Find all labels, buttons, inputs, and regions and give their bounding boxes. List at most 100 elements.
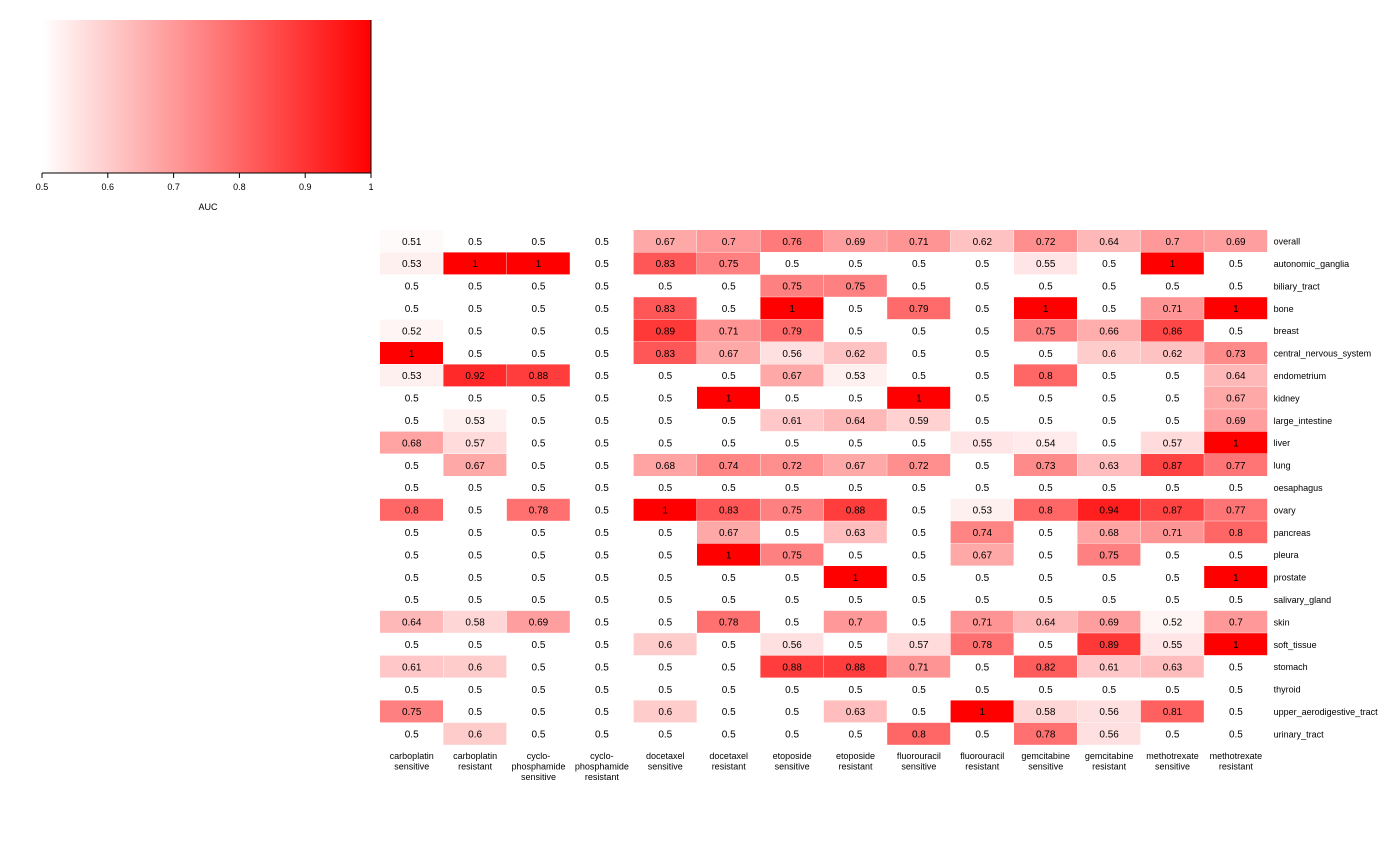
cell-value-label: 0.78 (1036, 730, 1056, 741)
heatmap-cell (506, 431, 570, 454)
heatmap-cell (443, 678, 507, 700)
cell-value-label: 1 (409, 349, 415, 360)
cell-value-label: 0.64 (846, 416, 866, 427)
cell-value-label: 0.5 (912, 573, 926, 584)
heatmap-cell (760, 364, 824, 387)
heatmap-cell (1140, 588, 1204, 611)
cell-value-label: 0.7 (722, 237, 736, 248)
heatmap-cell (1077, 297, 1141, 320)
cell-value-label: 0.5 (468, 394, 482, 405)
column-label-line: gemcitabine (1085, 751, 1134, 761)
row-label: thyroid (1274, 685, 1301, 695)
cell-value-label: 0.5 (912, 685, 926, 696)
cell-value-label: 0.5 (532, 349, 546, 360)
heatmap-cell (1204, 722, 1268, 745)
cell-value-label: 0.8 (1229, 528, 1243, 539)
cell-value-label: 0.5 (532, 550, 546, 561)
cell-value-label: 0.5 (405, 483, 419, 494)
cell-value-label: 0.5 (658, 416, 672, 427)
heatmap-cell (1014, 230, 1077, 252)
heatmap-cell (1140, 342, 1204, 364)
heatmap-cell (633, 588, 697, 611)
heatmap-cell (950, 431, 1014, 454)
cell-value-label: 0.62 (846, 349, 866, 360)
column-label-line: resistant (965, 762, 1000, 772)
cell-value-label: 0.5 (1166, 685, 1180, 696)
heatmap-cell (823, 700, 887, 723)
heatmap-cell (1014, 409, 1077, 432)
cell-value-label: 0.6 (1102, 349, 1116, 360)
heatmap-cell (950, 297, 1014, 320)
heatmap-cell (823, 230, 887, 252)
cell-value-label: 0.5 (405, 282, 419, 293)
cell-value-label: 0.5 (785, 595, 799, 606)
heatmap-cell (823, 476, 887, 499)
cell-value-label: 0.5 (1102, 394, 1116, 405)
cell-value-label: 0.5 (658, 528, 672, 539)
heatmap-cell (1140, 633, 1204, 656)
heatmap-cell (760, 431, 824, 454)
cell-value-label: 0.5 (722, 685, 736, 696)
cell-value-label: 0.58 (1036, 707, 1056, 718)
heatmap-cell (887, 610, 951, 633)
cell-value-label: 0.5 (532, 707, 546, 718)
heatmap-cell (697, 521, 760, 544)
heatmap-cell (633, 476, 697, 499)
heatmap-cell (1077, 700, 1141, 723)
heatmap-cell (950, 252, 1014, 275)
column-label: cyclo-phosphamide sensitive (511, 751, 565, 782)
cell-value-label: 0.5 (595, 685, 609, 696)
heatmap-cell (1077, 655, 1141, 678)
heatmap-cell (1140, 722, 1204, 745)
heatmap-cell (633, 386, 697, 409)
cell-value-label: 0.5 (849, 730, 863, 741)
heatmap-cell (633, 409, 697, 432)
cell-value-label: 0.5 (1166, 550, 1180, 561)
heatmap-cell (570, 722, 634, 745)
cell-value-label: 0.67 (719, 528, 739, 539)
heatmap-cell (760, 230, 824, 252)
heatmap-cell (887, 364, 951, 387)
heatmap-cell (443, 297, 507, 320)
heatmap-cell (443, 722, 507, 745)
row-label: autonomic_ganglia (1274, 259, 1350, 269)
cell-value-label: 0.5 (532, 304, 546, 315)
heatmap-cell (1140, 252, 1204, 275)
column-label: gemcitabine sensitive (1021, 751, 1070, 772)
cell-value-label: 0.5 (1102, 416, 1116, 427)
heatmap-cell (887, 274, 951, 297)
heatmap-cell (760, 476, 824, 499)
cell-value-label: 0.5 (405, 528, 419, 539)
cell-value-label: 0.5 (595, 506, 609, 517)
cell-value-label: 0.5 (1229, 685, 1243, 696)
column-label: carboplatin resistant (453, 751, 497, 772)
cell-value-label: 0.56 (1099, 730, 1119, 741)
cell-value-label: 0.83 (656, 259, 676, 270)
column-label-line: sensitive (901, 762, 936, 772)
heatmap-cell (1204, 230, 1268, 252)
cell-value-label: 0.57 (465, 438, 485, 449)
heatmap-cell (633, 431, 697, 454)
heatmap-cell (570, 633, 634, 656)
heatmap-cell (1077, 230, 1141, 252)
heatmap-cell (1140, 655, 1204, 678)
heatmap-cell (950, 319, 1014, 342)
heatmap-cell (697, 364, 760, 387)
column-label: methotrexate resistant (1210, 751, 1263, 772)
heatmap-cell (760, 543, 824, 566)
cell-value-label: 0.5 (468, 304, 482, 315)
heatmap-cell (380, 700, 443, 723)
cell-value-label: 0.5 (975, 326, 989, 337)
cell-value-label: 0.89 (1099, 640, 1119, 651)
cell-value-label: 0.5 (849, 259, 863, 270)
heatmap-cell (633, 543, 697, 566)
cell-value-label: 0.5 (722, 707, 736, 718)
row-label: breast (1274, 326, 1300, 336)
cell-value-label: 0.78 (719, 618, 739, 629)
heatmap-cell (1014, 364, 1077, 387)
cell-value-label: 0.5 (975, 394, 989, 405)
heatmap-cell (1077, 543, 1141, 566)
heatmap-cell (950, 722, 1014, 745)
heatmap-cell (1204, 431, 1268, 454)
heatmap-cell (887, 454, 951, 476)
